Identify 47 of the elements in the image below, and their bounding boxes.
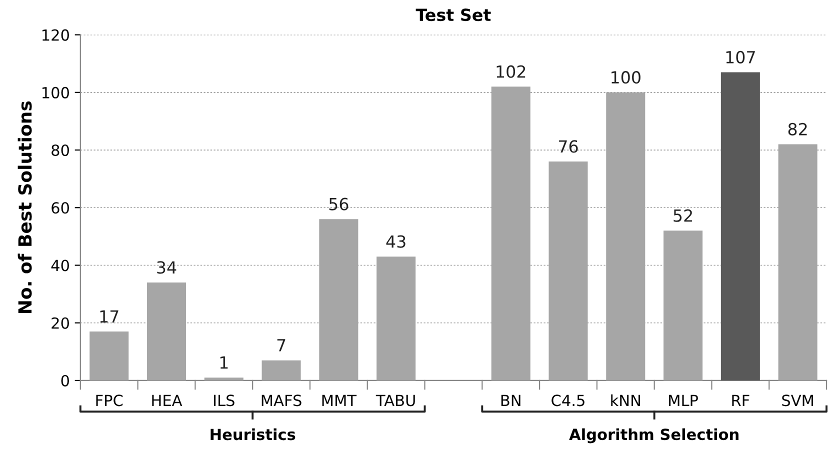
data-label: 82: [788, 122, 807, 136]
y-tick-label: 0: [61, 374, 69, 386]
data-label: 34: [157, 261, 176, 274]
bar: [319, 219, 358, 380]
y-tick-label: 60: [52, 202, 69, 214]
y-axis-title: No. of Best Solutions: [18, 101, 32, 314]
x-tick-label: RF: [732, 394, 750, 406]
x-tick-label: MMT: [322, 394, 357, 406]
x-tick-label: MLP: [669, 394, 698, 406]
bar: [376, 256, 416, 380]
x-tick-label: kNN: [611, 394, 640, 406]
x-tick-label: SVM: [782, 394, 813, 406]
x-tick-label: C4.5: [552, 394, 584, 406]
bar: [664, 230, 703, 380]
bar: [720, 72, 760, 380]
data-label: 7: [277, 339, 286, 352]
bar: [204, 378, 244, 380]
x-tick-label: HEA: [152, 394, 182, 406]
y-tick-label: 80: [52, 144, 69, 156]
x-tick-label: ILS: [214, 394, 234, 406]
data-label: 17: [100, 310, 118, 322]
data-label: 43: [386, 235, 406, 248]
bar: [548, 162, 588, 380]
bar: [491, 86, 530, 380]
data-label: 107: [726, 50, 755, 64]
y-tick-label: 120: [42, 29, 69, 41]
text: Algorithm Selection: [569, 428, 738, 444]
x-tick-label: TABU: [376, 394, 415, 406]
x-tick-label: MAFS: [262, 394, 302, 406]
y-tick-label: 20: [52, 317, 69, 329]
x-tick-label: FPC: [96, 394, 123, 406]
data-label: 1: [220, 356, 228, 369]
y-tick-label: 40: [51, 260, 69, 272]
x-tick-label: BN: [501, 394, 520, 406]
text: Heuristics: [210, 428, 296, 440]
bar: [146, 282, 186, 380]
data-label: 76: [559, 140, 578, 153]
bar: [90, 332, 129, 380]
bar: [262, 360, 301, 380]
bar: [778, 144, 818, 380]
data-label: 100: [612, 71, 640, 84]
data-label: 56: [329, 198, 348, 210]
chart-title: Test Set: [416, 8, 491, 22]
data-label: 52: [674, 209, 692, 222]
y-tick-label: 100: [42, 86, 69, 98]
bar: [606, 92, 646, 380]
data-label: 102: [496, 65, 526, 78]
